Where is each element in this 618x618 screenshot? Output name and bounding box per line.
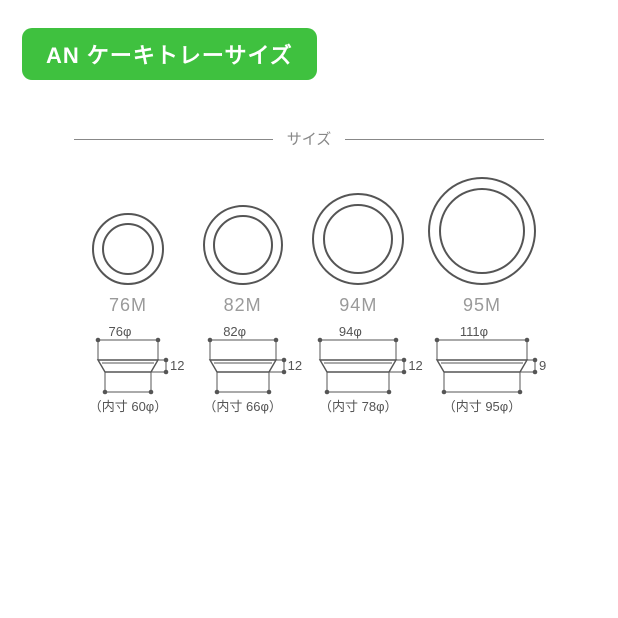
outer-diameter-label: 76φ	[74, 324, 166, 339]
tray-cell: 95M 111φ （内寸 95φ） 9	[420, 177, 544, 422]
tray-dimension-diagram: 76φ（内寸 60φ）12	[74, 330, 182, 422]
inner-diameter-label: （内寸 60φ）	[74, 396, 182, 415]
tray-model-label: 94M	[303, 295, 413, 316]
tray-topview	[189, 177, 297, 285]
tray-cell: 94M 94φ（内寸 78φ）12	[303, 177, 413, 422]
tray-outer-circle	[92, 213, 164, 285]
tray-outer-circle	[203, 205, 283, 285]
outer-diameter-label: 82φ	[189, 324, 281, 339]
inner-diameter-label: （内寸 78φ）	[303, 396, 413, 415]
tray-outer-circle	[428, 177, 536, 285]
tray-dimension-diagram: 94φ（内寸 78φ）12	[303, 330, 413, 422]
tray-inner-circle	[439, 188, 525, 274]
tray-model-label: 95M	[420, 295, 544, 316]
tray-topview	[74, 177, 182, 285]
tray-dimension-diagram: 82φ（内寸 66φ）12	[189, 330, 297, 422]
inner-diameter-label: （内寸 95φ）	[420, 396, 544, 415]
tray-topview	[420, 177, 544, 285]
outer-diameter-label: 94φ	[303, 324, 397, 339]
tray-model-label: 82M	[189, 295, 297, 316]
tray-topview	[303, 177, 413, 285]
title-badge: AN ケーキトレーサイズ	[22, 28, 317, 80]
tray-model-label: 76M	[74, 295, 182, 316]
height-label: 9	[539, 358, 546, 373]
size-header: サイズ	[74, 128, 544, 149]
size-header-label: サイズ	[273, 128, 346, 149]
tray-inner-circle	[213, 215, 273, 275]
tray-inner-circle	[102, 223, 154, 275]
tray-outer-circle	[312, 193, 404, 285]
tray-inner-circle	[323, 204, 393, 274]
tray-cell: 82M 82φ（内寸 66φ）12	[189, 177, 297, 422]
height-label: 12	[288, 358, 302, 373]
height-label: 12	[170, 358, 184, 373]
outer-diameter-label: 111φ	[420, 324, 528, 339]
tray-dimension-diagram: 111φ（内寸 95φ）9	[420, 330, 544, 422]
inner-diameter-label: （内寸 66φ）	[189, 396, 297, 415]
tray-cell: 76M 76φ （内寸 60φ） 12	[74, 177, 182, 422]
tray-size-row: 76M 76φ（内寸 60φ）1282M 82φ（内寸 66φ）1294M 94…	[74, 177, 544, 422]
